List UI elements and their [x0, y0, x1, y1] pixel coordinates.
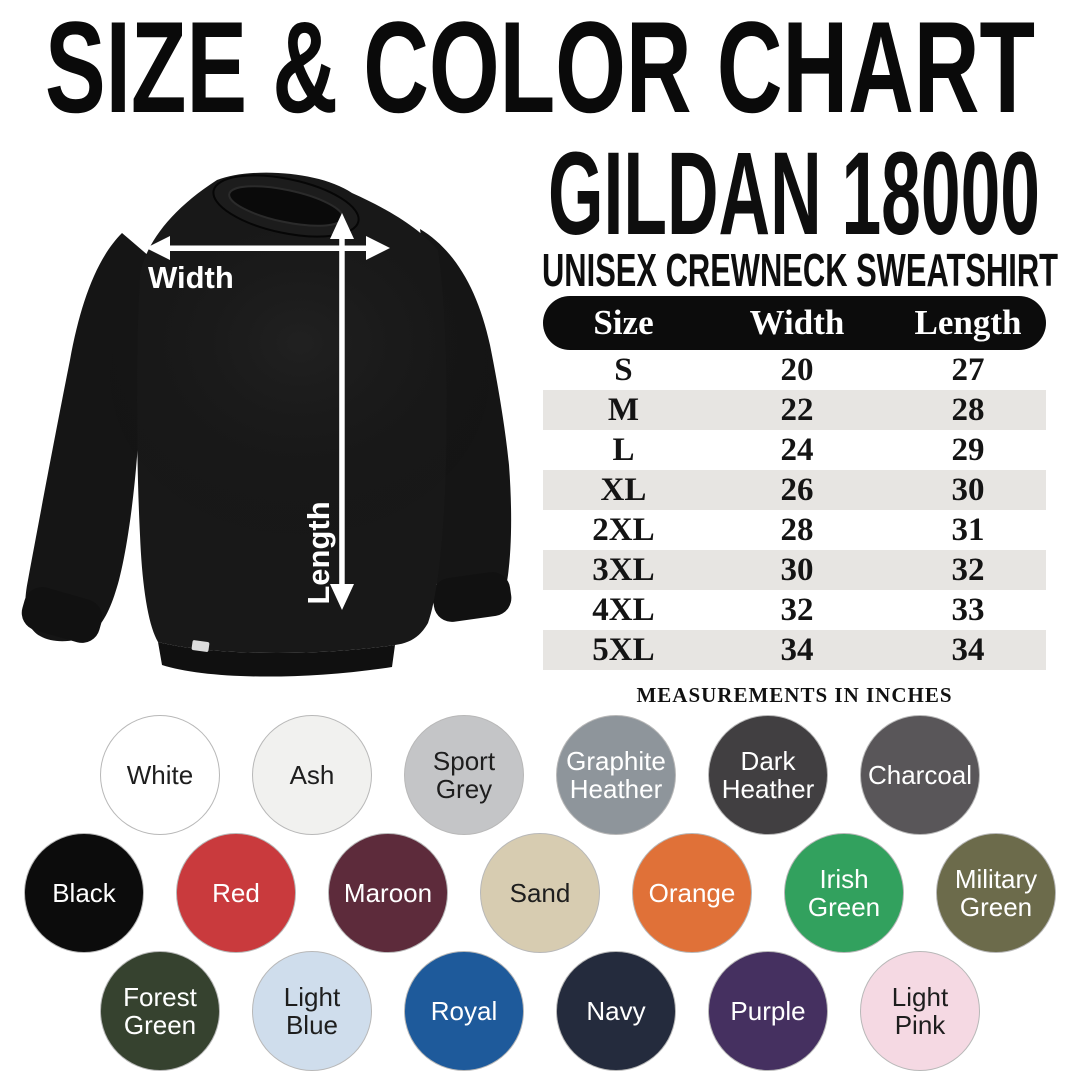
color-swatch-label: Sport Grey	[432, 745, 496, 804]
color-swatch-label: Maroon	[343, 877, 433, 908]
width-label: Width	[148, 260, 234, 295]
col-header-width: Width	[703, 296, 891, 350]
size-cell: 3XL	[592, 552, 655, 588]
color-swatch: Forest Green	[101, 952, 219, 1070]
length-arrow	[330, 213, 354, 610]
color-swatch: Light Pink	[861, 952, 979, 1070]
sweatshirt-diagram: Width Length	[21, 172, 512, 677]
hem-tag	[191, 640, 210, 652]
color-swatch: Orange	[633, 834, 751, 952]
color-swatch-label: Graphite Heather	[566, 745, 666, 804]
length-cell: 33	[951, 592, 985, 628]
color-swatch-label: Dark Heather	[721, 745, 815, 804]
color-swatch: Charcoal	[861, 716, 979, 834]
color-swatch: Royal	[405, 952, 523, 1070]
col-header-size: Size	[543, 296, 704, 350]
color-swatch-label: Royal	[430, 995, 498, 1026]
swatch-row: Black Red Maroon Sand Orange Irish Green Milit…	[0, 834, 1080, 952]
color-swatches: White Ash Sport Grey Graphite Heather Dark H…	[0, 716, 1080, 1070]
width-cell: 22	[780, 392, 814, 428]
swatch-row: Forest Green Light Blue Royal Navy Purple Lig…	[0, 952, 1080, 1070]
color-swatch: Light Blue	[253, 952, 371, 1070]
color-swatch-label: White	[126, 759, 194, 790]
measurements-note: MEASUREMENTS IN INCHES	[636, 683, 953, 707]
length-label: Length	[301, 501, 336, 604]
width-cell: 30	[780, 552, 814, 588]
color-swatch: Dark Heather	[709, 716, 827, 834]
table-row: XL 26 30	[543, 470, 1046, 510]
table-row: 3XL 30 32	[543, 550, 1046, 590]
color-swatch: Sport Grey	[405, 716, 523, 834]
color-swatch: Black	[25, 834, 143, 952]
size-cell: M	[607, 392, 640, 428]
width-cell: 28	[780, 512, 814, 548]
col-header-length: Length	[890, 296, 1046, 350]
length-cell: 31	[951, 512, 985, 548]
table-row: 5XL 34 34	[543, 630, 1046, 670]
table-row: S 20 27	[543, 350, 1046, 390]
product-subtitle-text: UNISEX CREWNECK SWEATSHIRT	[542, 244, 1058, 294]
size-cell: L	[612, 432, 635, 468]
color-swatch-label: Ash	[289, 759, 335, 790]
length-cell: 32	[951, 552, 985, 588]
fabric-highlight	[110, 215, 490, 535]
right-cuff	[432, 572, 512, 622]
color-swatch-label: Light Blue	[283, 981, 341, 1040]
color-swatch: Military Green	[937, 834, 1055, 952]
color-swatch-label: Charcoal	[867, 759, 973, 790]
width-cell: 32	[780, 592, 814, 628]
length-cell: 27	[951, 352, 985, 388]
color-swatch-label: Military Green	[954, 863, 1038, 922]
length-cell: 34	[951, 632, 985, 668]
size-cell: 2XL	[592, 512, 655, 548]
color-swatch-label: Red	[212, 877, 260, 908]
width-cell: 34	[780, 632, 814, 668]
left-cuff	[21, 587, 103, 643]
size-cell: 5XL	[592, 632, 655, 668]
color-swatch: White	[101, 716, 219, 834]
swatch-row: White Ash Sport Grey Graphite Heather Dark H…	[0, 716, 1080, 834]
width-cell: 20	[780, 352, 814, 388]
table-row: L 24 29	[543, 430, 1046, 470]
product-name: GILDAN 18000	[548, 140, 1040, 242]
color-swatch: Red	[177, 834, 295, 952]
width-arrow	[146, 236, 390, 260]
color-swatch-label: Orange	[648, 877, 736, 908]
page-title: SIZE & COLOR CHART	[45, 8, 1035, 126]
size-table-header: Size Width Length	[543, 296, 1046, 350]
color-swatch-label: Sand	[509, 877, 571, 908]
page-title-text: SIZE & COLOR CHART	[45, 8, 1035, 126]
color-swatch-label: Black	[52, 877, 116, 908]
size-table-section: Size Width Length S 20 27 M 22 28 L 24 29 XL 26 30 2…	[543, 296, 1046, 708]
color-swatch: Sand	[481, 834, 599, 952]
product-subtitle: UNISEX CREWNECK SWEATSHIRT	[542, 244, 1058, 294]
hem-band	[158, 642, 395, 677]
width-cell: 24	[780, 432, 814, 468]
color-swatch-label: Navy	[586, 995, 646, 1026]
color-swatch: Graphite Heather	[557, 716, 675, 834]
color-swatch: Navy	[557, 952, 675, 1070]
color-swatch-label: Irish Green	[807, 863, 881, 922]
size-table-body: S 20 27 M 22 28 L 24 29 XL 26 30 2XL 28 31 3XL 30 32 4XL 32…	[543, 350, 1046, 670]
color-swatch: Irish Green	[785, 834, 903, 952]
size-cell: 4XL	[592, 592, 655, 628]
length-cell: 29	[951, 432, 985, 468]
size-cell: XL	[600, 472, 647, 508]
size-cell: S	[614, 352, 633, 388]
size-table: Size Width Length S 20 27 M 22 28 L 24 29 XL 26 30 2…	[543, 296, 1046, 670]
color-swatch: Purple	[709, 952, 827, 1070]
color-swatch-label: Purple	[730, 995, 806, 1026]
width-cell: 26	[780, 472, 814, 508]
table-row: M 22 28	[543, 390, 1046, 430]
length-cell: 30	[951, 472, 985, 508]
table-row: 2XL 28 31	[543, 510, 1046, 550]
color-swatch-label: Light Pink	[891, 981, 949, 1040]
color-swatch: Ash	[253, 716, 371, 834]
length-cell: 28	[951, 392, 985, 428]
color-swatch-label: Forest Green	[123, 981, 197, 1040]
color-swatch: Maroon	[329, 834, 447, 952]
product-name-text: GILDAN 18000	[548, 140, 1040, 242]
table-row: 4XL 32 33	[543, 590, 1046, 630]
